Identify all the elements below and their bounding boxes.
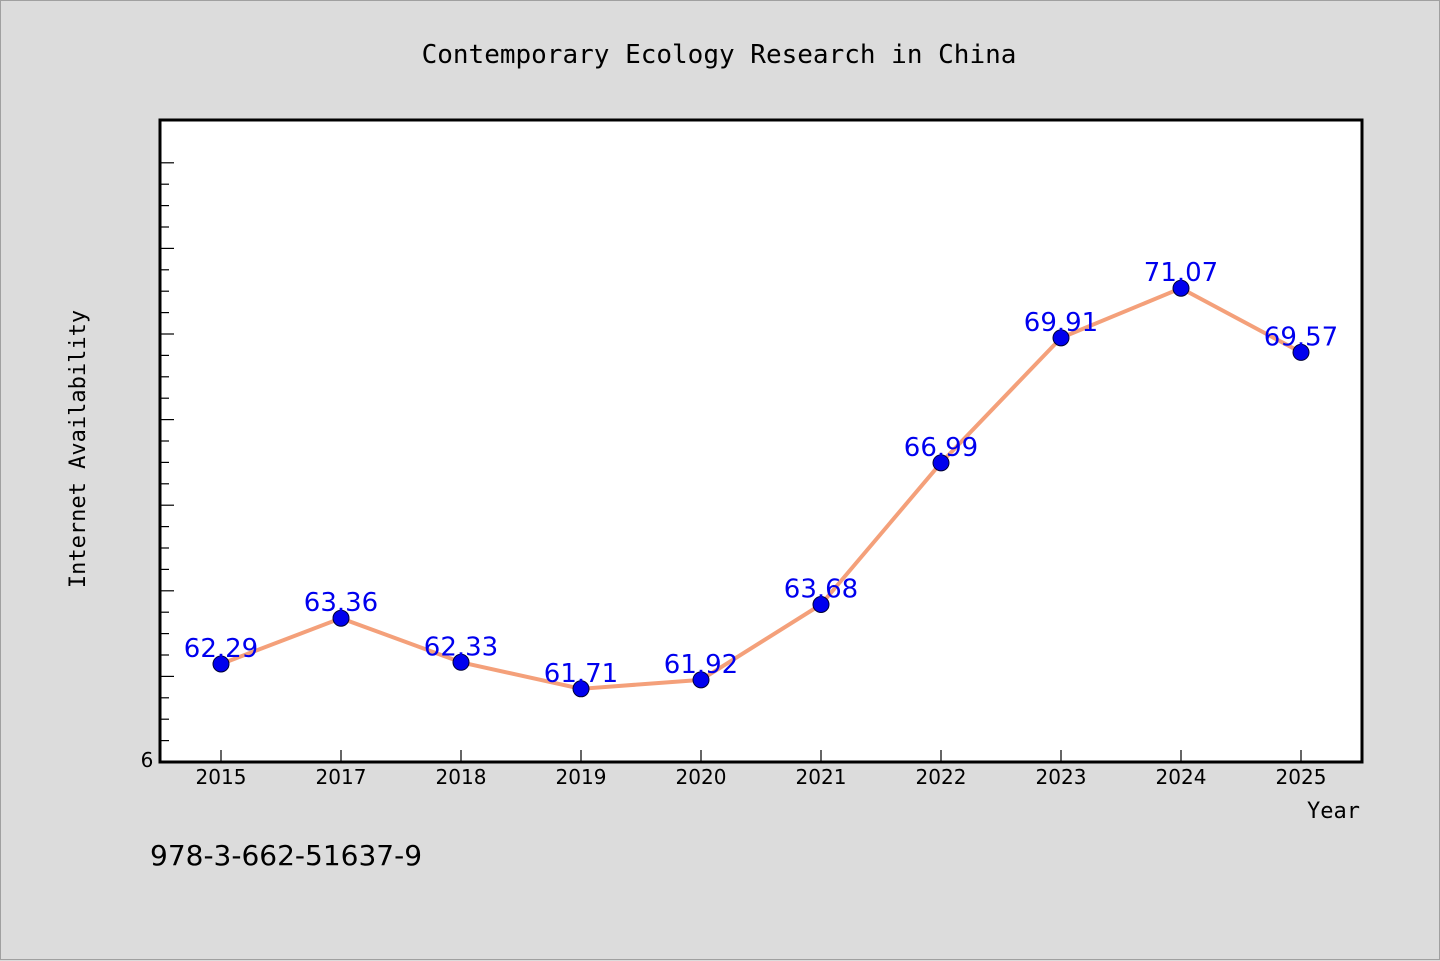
x-tick-label: 2021 — [796, 765, 847, 789]
data-label: 61.71 — [544, 659, 618, 689]
x-tick-label: 2015 — [196, 765, 247, 789]
y-tick-label: 6 — [141, 748, 154, 772]
data-point — [812, 595, 830, 613]
data-point — [212, 655, 230, 673]
x-tick-label: 2023 — [1036, 765, 1087, 789]
x-axis-ticks: 2015 2017 2018 2019 2020 2021 2022 2023 2024 2025 — [196, 750, 1327, 789]
data-label: 66.99 — [904, 433, 978, 463]
data-point — [452, 653, 470, 671]
data-label: 63.68 — [784, 574, 858, 604]
data-point — [692, 671, 710, 689]
series-line-group: 62.29 63.36 62.33 61.71 61.92 63.68 66.99 69.91… — [184, 258, 1338, 698]
data-point — [932, 454, 950, 472]
x-tick-label: 2018 — [436, 765, 487, 789]
data-point — [332, 609, 350, 627]
x-tick-label: 2017 — [316, 765, 367, 789]
x-tick-label: 2019 — [556, 765, 607, 789]
data-label: 69.91 — [1024, 308, 1098, 338]
isbn-text: 978-3-662-51637-9 — [150, 839, 422, 872]
data-label: 63.36 — [304, 588, 378, 618]
series-line — [219, 286, 1303, 691]
data-label: 69.57 — [1264, 322, 1338, 352]
data-point — [572, 680, 590, 698]
data-point — [1292, 343, 1310, 361]
x-tick-label: 2024 — [1156, 765, 1207, 789]
data-label: 62.33 — [424, 632, 498, 662]
data-label: 71.07 — [1144, 258, 1218, 288]
y-axis-ticks — [160, 162, 174, 742]
x-axis-label: Year — [1307, 799, 1360, 824]
y-axis-label: Internet Availability — [66, 310, 91, 588]
data-label: 62.29 — [184, 634, 258, 664]
plot-area — [158, 118, 1364, 764]
data-point — [1052, 329, 1070, 347]
data-point — [1172, 279, 1190, 297]
data-label: 61.92 — [664, 650, 738, 680]
x-tick-label: 2022 — [916, 765, 967, 789]
x-tick-label: 2020 — [676, 765, 727, 789]
chart-title: Contemporary Ecology Research in China — [422, 40, 1017, 70]
x-tick-label: 2025 — [1276, 765, 1327, 789]
